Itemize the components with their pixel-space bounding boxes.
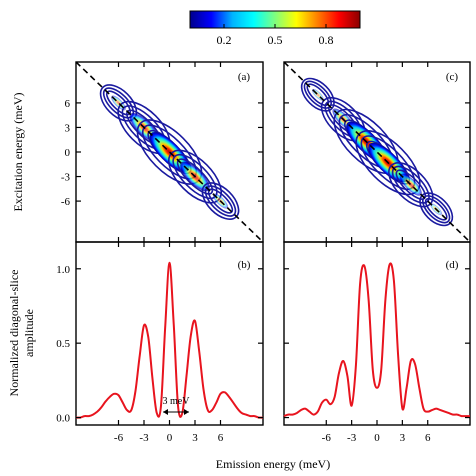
series-line	[283, 262, 470, 418]
tick-label: -6	[61, 196, 71, 208]
colorbar-ticks: 0.2 0.5 0.8	[217, 24, 334, 47]
tick-label: -3	[139, 432, 149, 444]
tick-label: 3	[400, 432, 406, 444]
tick-label: 6	[65, 98, 71, 110]
tick-label: -3	[347, 432, 357, 444]
tick-label: 0.5	[56, 338, 70, 350]
panel-d-frame	[283, 241, 471, 426]
contour-line	[300, 77, 335, 112]
tick-label: 1.0	[56, 264, 70, 276]
panel-c-heatmap	[284, 62, 470, 242]
colorbar-tick-label: 0.5	[268, 33, 283, 47]
tick-label: -3	[61, 172, 71, 184]
panel-a-heatmap	[76, 62, 263, 242]
annotation-text: 3 meV	[163, 396, 191, 407]
x-axis-label: Emission energy (meV)	[216, 457, 330, 471]
tick-label: 0	[167, 432, 173, 444]
tick-label: 0.0	[56, 413, 70, 425]
panel-b-lineplot	[75, 261, 264, 419]
y-axis-label-bottom: Normalized diagonal-slice amplitude	[7, 270, 36, 397]
colorbar-tick-label: 0.8	[319, 33, 334, 47]
series-line	[75, 261, 264, 419]
tick-label: 0	[65, 147, 71, 159]
tick-label: 3	[192, 432, 198, 444]
colorbar: 0.2 0.5 0.8	[189, 10, 361, 47]
diagonal-dashed-line	[76, 62, 263, 242]
annotation-3mev: 3 meV	[163, 396, 191, 415]
panel-label-d: (d)	[446, 259, 459, 271]
y-axis-label-bottom-line2: amplitude	[22, 309, 36, 357]
tick-label: -6	[114, 432, 124, 444]
tick-label: 6	[218, 432, 224, 444]
tick-label: 6	[425, 432, 431, 444]
diagonal-dashed-line	[284, 62, 470, 242]
tick-label: 0	[374, 432, 380, 444]
tick-label: 3	[65, 122, 71, 134]
y-axis-label-top: Excitation energy (meV)	[11, 92, 25, 211]
panel-d-lineplot	[283, 262, 470, 418]
panel-label-c: (c)	[446, 71, 459, 83]
axes-ticks: 6 3 0 -3 -6 0.0 0.5 1.0 -6 -3 0 3 6 -6 -3 0 3 6	[56, 62, 470, 444]
tick-label: -6	[322, 432, 332, 444]
colorbar-tick-label: 0.2	[217, 33, 232, 47]
y-axis-label-bottom-line1: Normalized diagonal-slice	[7, 270, 21, 397]
panel-label-b: (b)	[238, 259, 251, 271]
panel-label-a: (a)	[238, 71, 251, 83]
